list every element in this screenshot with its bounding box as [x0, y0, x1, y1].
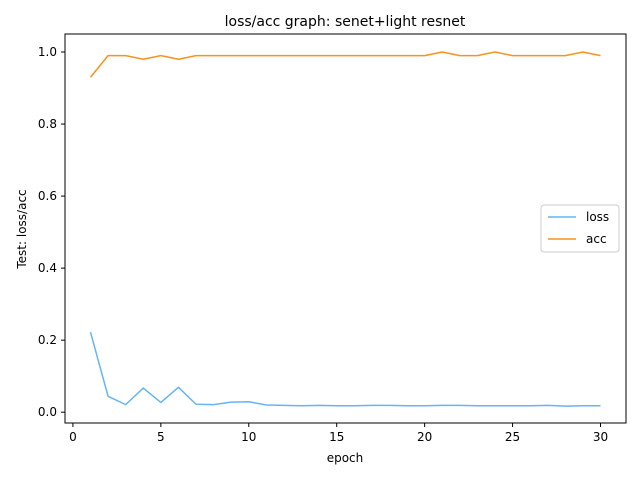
x-tick-label: 25: [505, 430, 520, 444]
y-tick-label: 0.4: [38, 261, 57, 275]
plot-frame: [64, 33, 627, 424]
x-tick-label: 20: [417, 430, 432, 444]
x-tick-label: 30: [593, 430, 608, 444]
y-axis: 0.0 0.2 0.4 0.6 0.8 1.0: [38, 45, 65, 419]
y-tick-label: 0.2: [38, 333, 57, 347]
series-lines: [89, 51, 601, 407]
y-axis-label: Test: loss/acc: [15, 189, 29, 269]
x-tick-label: 10: [241, 430, 256, 444]
series-line-acc: [89, 51, 601, 78]
legend-label-acc: acc: [586, 232, 607, 246]
x-tick-label: 0: [69, 430, 77, 444]
x-axis: 0 5 10 15 20 25 30: [69, 423, 608, 444]
y-tick-label: 0.0: [38, 405, 57, 419]
x-axis-label: epoch: [327, 451, 364, 465]
y-tick-label: 0.6: [38, 189, 57, 203]
series-line-loss: [89, 332, 601, 407]
x-tick-label: 5: [157, 430, 165, 444]
legend: loss acc: [540, 204, 620, 253]
y-tick-label: 0.8: [38, 117, 57, 131]
chart-title: loss/acc graph: senet+light resnet: [225, 14, 466, 30]
legend-label-loss: loss: [586, 210, 609, 224]
y-tick-label: 1.0: [38, 45, 57, 59]
x-tick-label: 15: [329, 430, 344, 444]
